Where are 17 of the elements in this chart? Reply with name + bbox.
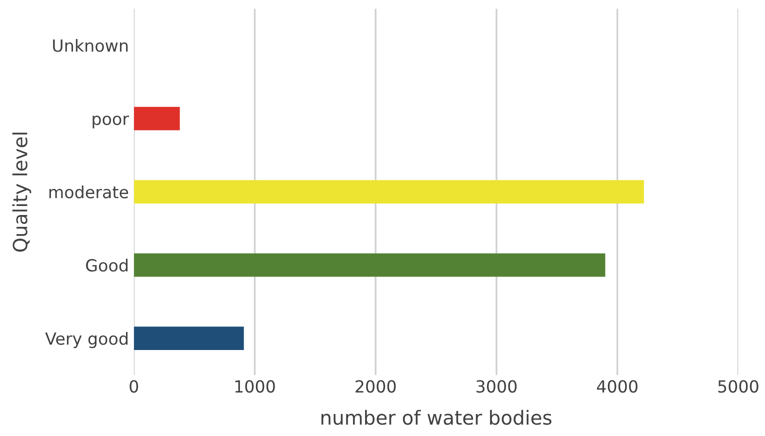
x-tick-label: 5000	[718, 380, 758, 393]
x-tick-label: 3000	[476, 380, 517, 393]
y-axis-title: Quality level	[12, 132, 32, 252]
bar	[134, 180, 644, 204]
bar	[134, 326, 244, 350]
x-tick-label: 0	[130, 380, 138, 393]
x-axis-title: number of water bodies	[321, 410, 552, 425]
bar	[134, 106, 180, 130]
x-tick-label: 4000	[596, 380, 638, 393]
x-tick-label: 1000	[235, 380, 275, 393]
y-tick-label: moderate	[49, 186, 128, 198]
y-tick-label: Good	[86, 258, 128, 272]
x-tick-label: 2000	[356, 380, 396, 393]
y-tick-label: Very good	[45, 332, 128, 348]
y-tick-label: Unknown	[53, 39, 128, 52]
y-tick-label: poor	[92, 116, 130, 128]
bar	[134, 253, 606, 277]
